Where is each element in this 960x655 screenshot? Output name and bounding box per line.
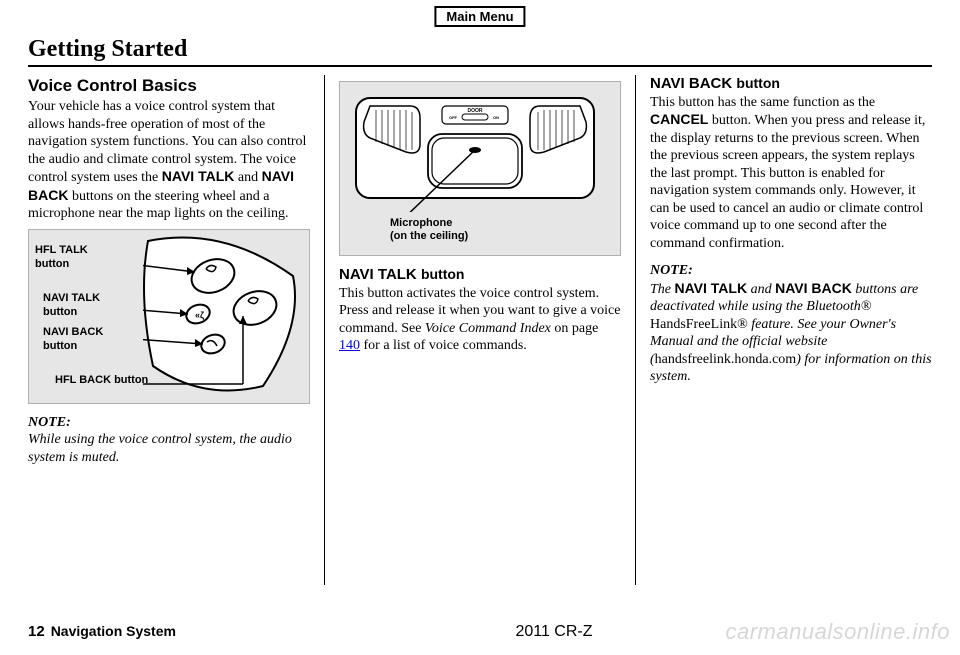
column-2: DOOR OFF ON Microphone (on the ceiling) … — [324, 75, 636, 585]
col3-note: NOTE: The NAVI TALK and NAVI BACK button… — [650, 262, 932, 386]
note-label-3: NOTE: — [650, 263, 693, 278]
column-3: NAVI BACK button This button has the sam… — [636, 75, 932, 585]
svg-text:DOOR: DOOR — [468, 108, 483, 114]
footer-model: 2011 CR-Z — [515, 623, 592, 641]
columns: Voice Control Basics Your vehicle has a … — [28, 75, 932, 585]
navi-back-label-fig: NAVI BACK button — [43, 326, 113, 354]
navi-talk-head-bold: NAVI TALK — [339, 266, 421, 283]
watermark: carmanualsonline.info — [725, 619, 950, 645]
c3-body-2: button. When you press and release it, t… — [650, 113, 925, 251]
intro-text-2: and — [234, 170, 261, 185]
c3-note-2: and — [747, 282, 775, 297]
voice-control-intro: Your vehicle has a voice control system … — [28, 98, 310, 223]
hfl-back-label: HFL BACK button — [55, 374, 148, 388]
mic-caption-l2: (on the ceiling) — [390, 230, 468, 242]
navi-talk-label: NAVI TALK — [162, 168, 235, 184]
mic-caption-l1: Microphone — [390, 217, 452, 229]
svg-text:ON: ON — [493, 115, 499, 120]
hfl-talk-label: HFL TALK button — [35, 244, 105, 272]
c2-body-vci: Voice Command Index — [425, 321, 551, 336]
steering-wheel-figure: HFL TALK button NAVI TALK button NAVI BA… — [28, 229, 310, 404]
ceiling-console-icon: DOOR OFF ON — [350, 92, 600, 212]
microphone-caption: Microphone (on the ceiling) — [390, 217, 468, 243]
note-label-1: NOTE: — [28, 415, 71, 430]
steering-wheel-icon: «ζ — [143, 236, 303, 396]
c3-body-1: This button has the same function as the — [650, 95, 875, 110]
col1-note: NOTE: While using the voice control syst… — [28, 414, 310, 467]
c3-note-url: handsfreelink.honda.com — [655, 352, 797, 367]
column-1: Voice Control Basics Your vehicle has a … — [28, 75, 324, 585]
svg-text:OFF: OFF — [449, 115, 458, 120]
navi-back-heading: NAVI BACK button — [650, 75, 932, 94]
page-link-140[interactable]: 140 — [339, 338, 360, 353]
c3-note-nt: NAVI TALK — [675, 280, 748, 296]
navi-talk-body: This button activates the voice control … — [339, 285, 621, 355]
navi-back-head-bold: NAVI BACK — [650, 75, 736, 92]
cancel-label: CANCEL — [650, 111, 708, 127]
c2-body-2: on page — [551, 321, 598, 336]
voice-control-heading: Voice Control Basics — [28, 75, 310, 96]
navi-talk-head-word: button — [421, 266, 465, 282]
note-text-1: While using the voice control system, th… — [28, 432, 292, 465]
c2-body-3: for a list of voice commands. — [360, 338, 527, 353]
ceiling-figure: DOOR OFF ON Microphone (on the ceiling) — [339, 81, 621, 256]
c3-note-1: The — [650, 282, 675, 297]
navi-back-head-word: button — [736, 75, 780, 91]
title-rule — [28, 65, 932, 67]
navi-back-body: This button has the same function as the… — [650, 94, 932, 253]
page-title: Getting Started — [28, 36, 932, 63]
c3-note-r1: ® — [861, 299, 872, 314]
c3-note-hfl: HandsFreeLink® — [650, 317, 748, 332]
navi-talk-heading: NAVI TALK button — [339, 266, 621, 285]
page-number: 12 — [28, 623, 45, 640]
c3-note-nb: NAVI BACK — [775, 280, 852, 296]
intro-text-3: buttons on the steering wheel and a micr… — [28, 189, 288, 222]
main-menu-button[interactable]: Main Menu — [434, 6, 525, 27]
navi-talk-label-fig: NAVI TALK button — [43, 292, 113, 320]
svg-text:«ζ: «ζ — [195, 310, 204, 320]
footer-system: Navigation System — [51, 623, 176, 639]
page-root: Main Menu Getting Started Voice Control … — [0, 0, 960, 655]
